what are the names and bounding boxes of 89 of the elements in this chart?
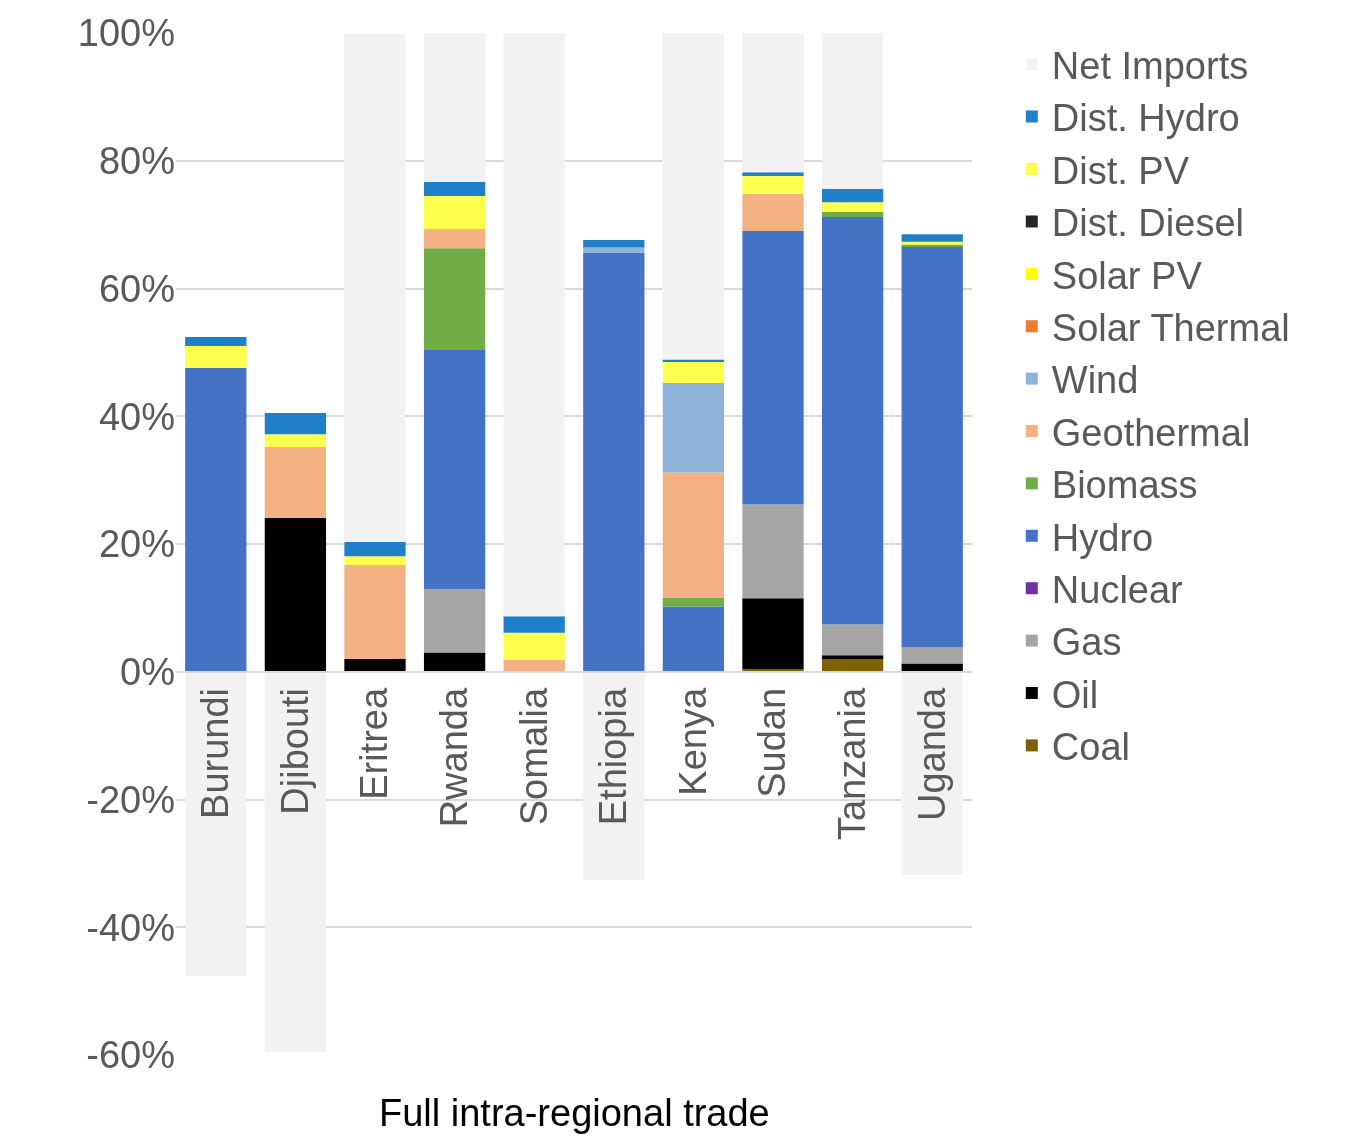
bar [662, 359, 725, 362]
legend-label: Net Imports [1051, 45, 1249, 88]
x-tick-label: Tanzania [830, 687, 873, 841]
bar [821, 188, 884, 203]
bar [821, 624, 884, 656]
y-tick-label: -60% [86, 1034, 175, 1077]
x-axis-title: Full intra-regional trade [379, 1092, 770, 1134]
bar [583, 247, 645, 253]
bar [503, 632, 565, 660]
bar [264, 434, 327, 447]
bar [503, 616, 565, 633]
bar [264, 413, 327, 435]
y-tick-label: -20% [86, 778, 175, 821]
x-tick-label: Burundi [194, 687, 237, 819]
bar [821, 211, 884, 217]
x-tick-label: Uganda [910, 687, 953, 822]
bar [344, 556, 406, 566]
x-tick-label: Somalia [512, 687, 555, 826]
legend-label: Solar PV [1051, 254, 1203, 297]
bar [503, 659, 565, 672]
bar [423, 248, 486, 350]
bar [344, 33, 406, 543]
x-tick-label: Eritrea [353, 687, 396, 800]
bar [742, 176, 804, 194]
bar [264, 671, 327, 1052]
legend-label: Dist. Diesel [1051, 202, 1244, 245]
y-tick-label: -40% [86, 906, 175, 949]
bar [821, 202, 884, 212]
y-tick-label: 20% [98, 523, 175, 566]
x-tick-label: Sudan [751, 687, 794, 798]
bar [662, 597, 725, 607]
bar [742, 33, 804, 173]
x-tick-label: Rwanda [432, 687, 475, 828]
bar [503, 33, 565, 617]
bar [901, 663, 963, 672]
bar [901, 647, 963, 664]
bar [423, 229, 486, 249]
bar [344, 542, 406, 557]
bar [423, 33, 486, 182]
y-tick-label: 80% [98, 140, 175, 183]
bar [583, 252, 645, 672]
bar [821, 216, 884, 625]
legend-label: Wind [1051, 359, 1139, 402]
bar [423, 589, 486, 653]
legend-label: Biomass [1051, 464, 1198, 507]
legend-label: Hydro [1051, 516, 1154, 559]
x-tick-label: Kenya [671, 687, 714, 796]
bar [742, 172, 804, 177]
y-tick-label: 40% [98, 395, 175, 438]
bar [185, 671, 247, 976]
bar [423, 349, 486, 590]
bar [901, 234, 963, 242]
bar [821, 655, 884, 659]
bar [423, 195, 486, 230]
legend-label: Geothermal [1051, 411, 1251, 454]
legend-label: Coal [1051, 726, 1130, 769]
bar [742, 504, 804, 599]
bar [344, 565, 406, 659]
bar [423, 181, 486, 196]
bar [185, 337, 247, 346]
legend-label: Gas [1051, 621, 1122, 664]
bar [423, 652, 486, 672]
bar [821, 33, 884, 189]
bar [742, 193, 804, 232]
bar [742, 598, 804, 670]
legend-label: Oil [1051, 673, 1099, 716]
bar [662, 361, 725, 384]
legend-label: Dist. PV [1051, 149, 1190, 192]
y-tick-label: 100% [77, 12, 175, 55]
bar [662, 383, 725, 473]
bar [344, 658, 406, 672]
y-tick-label: 0% [120, 651, 175, 694]
bar [901, 246, 963, 648]
legend-label: Dist. Hydro [1051, 97, 1240, 140]
bar [185, 345, 247, 368]
y-tick-label: 60% [98, 267, 175, 310]
legend-label: Solar Thermal [1051, 307, 1290, 350]
bar [662, 472, 725, 598]
bar [264, 446, 327, 518]
bar [662, 606, 725, 672]
bar [821, 658, 884, 672]
bar [185, 367, 247, 672]
x-tick-label: Djibouti [273, 687, 316, 815]
bar [583, 239, 645, 248]
legend-label: Nuclear [1051, 569, 1184, 612]
bar [742, 231, 804, 505]
x-tick-label: Ethiopia [592, 687, 635, 826]
bar [264, 517, 327, 672]
bar [662, 33, 725, 360]
